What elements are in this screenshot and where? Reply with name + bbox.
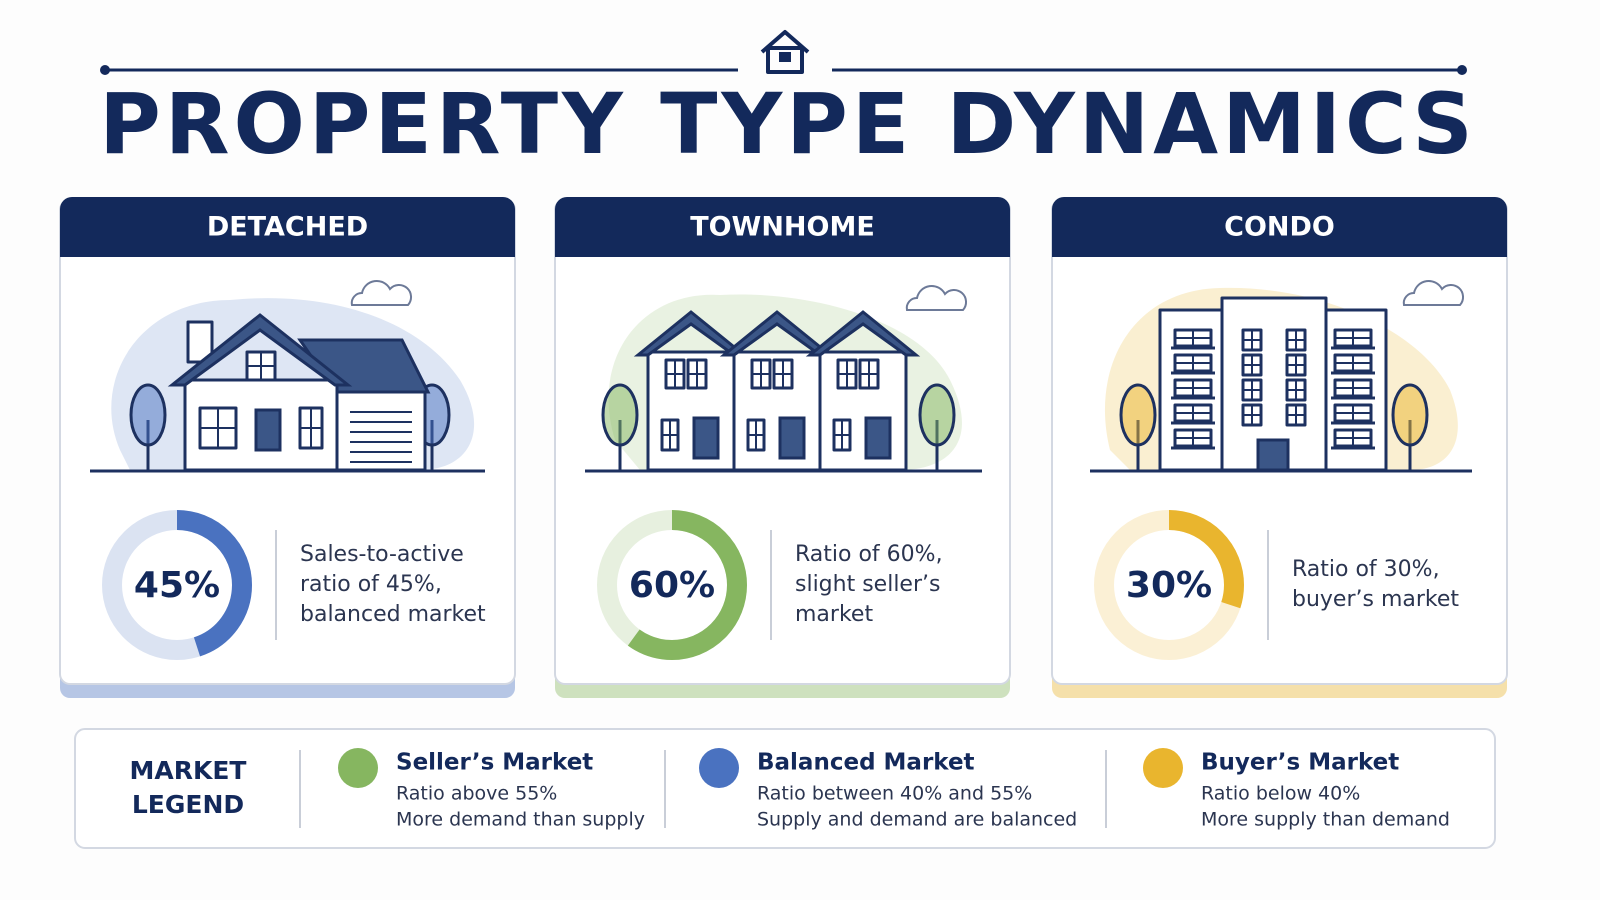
donut-label: 30% xyxy=(1126,565,1212,606)
card-description: buyer’s market xyxy=(1292,587,1459,612)
card-description: slight seller’s xyxy=(795,572,940,597)
legend-name: Buyer’s Market xyxy=(1201,750,1399,776)
card-header xyxy=(555,197,1010,257)
cloud xyxy=(350,279,413,306)
card-title: DETACHED xyxy=(207,212,368,243)
illustration xyxy=(1090,279,1472,473)
door xyxy=(254,408,282,452)
donut-label: 60% xyxy=(629,565,715,606)
illustration xyxy=(90,279,485,473)
card-title: CONDO xyxy=(1224,212,1335,243)
card-description: Ratio of 30%, xyxy=(1292,557,1440,582)
donut-arc xyxy=(102,510,252,660)
rule-dot xyxy=(100,65,110,75)
door xyxy=(864,416,892,460)
tree xyxy=(601,383,639,447)
legend: MARKET LEGEND Seller’s Market Ratio above… xyxy=(74,728,1496,849)
entrance xyxy=(1256,438,1290,472)
tree xyxy=(1119,383,1157,447)
legend-box xyxy=(74,728,1496,849)
property-card: DETACHED 45% Sales-to-active ratio of 45%, b… xyxy=(59,197,516,698)
cards: DETACHED 45% Sales-to-active ratio of 45%, b… xyxy=(59,197,1508,698)
legend-title: MARKET xyxy=(130,756,247,785)
card-description: Ratio of 60%, xyxy=(795,542,943,567)
door xyxy=(778,416,806,460)
legend-detail: Ratio above 55% xyxy=(396,783,557,805)
card-header xyxy=(1052,197,1507,257)
tree xyxy=(918,383,956,447)
roof xyxy=(167,313,353,387)
legend-detail: More demand than supply xyxy=(396,809,645,831)
legend-swatch xyxy=(338,748,378,788)
door xyxy=(692,416,720,460)
rule-dot xyxy=(1457,65,1467,75)
card-header xyxy=(60,197,515,257)
legend-detail: Ratio between 40% and 55% xyxy=(757,783,1032,805)
cloud xyxy=(905,284,968,311)
tree xyxy=(129,383,167,447)
legend-detail: Supply and demand are balanced xyxy=(757,809,1077,831)
donut-arc xyxy=(1094,510,1244,660)
cloud xyxy=(1402,279,1465,306)
roof xyxy=(805,310,921,357)
legend-title: LEGEND xyxy=(132,790,244,819)
legend-name: Seller’s Market xyxy=(396,750,593,776)
donut-label: 45% xyxy=(134,565,220,606)
legend-name: Balanced Market xyxy=(757,750,975,776)
tree xyxy=(1391,383,1429,447)
illustration xyxy=(585,284,982,473)
legend-swatch xyxy=(1143,748,1183,788)
property-card: CONDO 30% Ratio of 30%, buyer’s market xyxy=(1051,197,1508,698)
legend-detail: Ratio below 40% xyxy=(1201,783,1360,805)
legend-detail: More supply than demand xyxy=(1201,809,1450,831)
donut-arc xyxy=(597,510,747,660)
title: PROPERTY TYPE DYNAMICS xyxy=(99,75,1477,173)
property-card: TOWNHOME 60% Ratio of 60%, slight seller’s m… xyxy=(554,197,1011,698)
legend-swatch xyxy=(699,748,739,788)
header-icon xyxy=(760,30,810,74)
card-description: market xyxy=(795,602,873,627)
card-description: ratio of 45%, xyxy=(300,572,442,597)
card-description: balanced market xyxy=(300,602,486,627)
card-description: Sales-to-active xyxy=(300,542,464,567)
card-title: TOWNHOME xyxy=(690,212,875,243)
